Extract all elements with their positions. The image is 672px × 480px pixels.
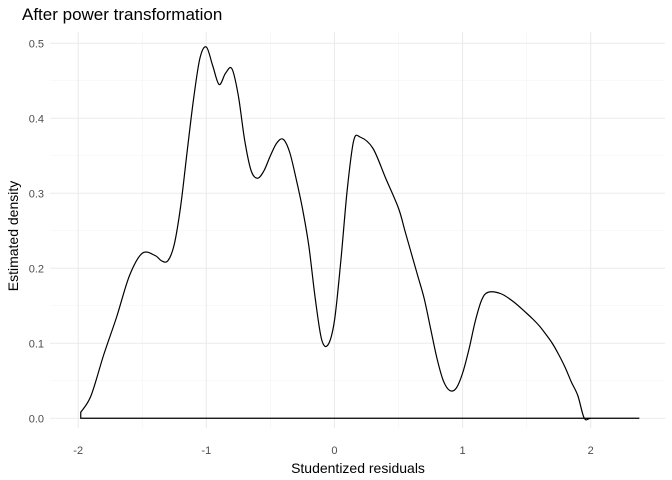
density-curve — [80, 46, 640, 421]
x-tick-label: -1 — [201, 445, 211, 457]
x-tick-label: 1 — [460, 445, 466, 457]
y-tick-label: 0.1 — [29, 338, 44, 350]
y-tick-labels: 0.0 0.1 0.2 0.3 0.4 0.5 — [29, 38, 44, 425]
y-tick-label: 0.0 — [29, 413, 44, 425]
y-tick-label: 0.4 — [29, 113, 44, 125]
y-tick-label: 0.2 — [29, 263, 44, 275]
y-axis-title: Estimated density — [5, 181, 21, 292]
major-x-gridlines — [77, 32, 592, 428]
y-tick-label: 0.3 — [29, 188, 44, 200]
y-tick-label: 0.5 — [29, 38, 44, 50]
x-tick-label: -2 — [73, 445, 83, 457]
chart-title: After power transformation — [22, 5, 222, 24]
x-tick-label: 0 — [331, 445, 337, 457]
x-tick-labels: -2 -1 0 1 2 — [73, 445, 593, 457]
minor-y-gridlines — [50, 80, 665, 382]
x-tick-label: 2 — [588, 445, 594, 457]
x-axis-title: Studentized residuals — [291, 460, 425, 476]
minor-x-gridlines — [141, 32, 527, 428]
